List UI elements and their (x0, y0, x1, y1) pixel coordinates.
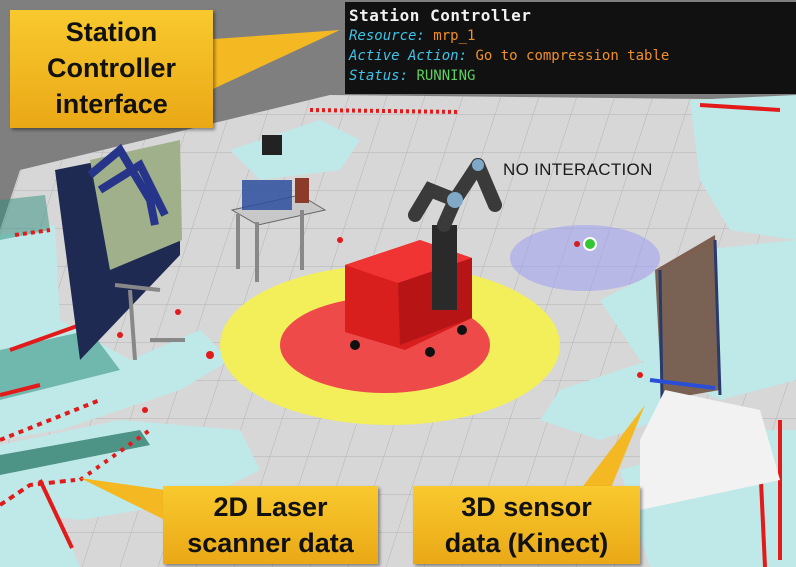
callout-pointer-sensor (580, 405, 645, 490)
target-goal-zone (510, 225, 660, 291)
hud-status-label: Status: (349, 68, 409, 84)
mobile-robot (345, 158, 502, 357)
hud-status-value: RUNNING (416, 68, 476, 84)
hud-title: Station Controller (349, 6, 532, 25)
hud-action-row: Active Action: Go to compression table (349, 46, 796, 66)
callout-line: scanner data (187, 528, 354, 558)
callout-3d-sensor: 3D sensor data (Kinect) (413, 486, 640, 564)
station-controller-hud: Station Controller Resource: mrp_1 Activ… (345, 2, 796, 94)
callout-station-controller: Station Controller interface (10, 10, 213, 128)
no-interaction-label: NO INTERACTION (503, 160, 653, 179)
callout-pointer-controller (200, 30, 340, 95)
right-station (640, 235, 780, 510)
callout-line: Controller (46, 53, 176, 83)
hud-status-row: Status: RUNNING (349, 66, 796, 86)
callout-pointer-laser (80, 478, 165, 520)
callout-laser-scanner: 2D Laser scanner data (163, 486, 378, 564)
callout-line: interface (55, 89, 168, 119)
callout-line: 2D Laser (213, 492, 328, 522)
callout-line: data (Kinect) (444, 528, 609, 558)
hud-resource-row: Resource: mrp_1 (349, 26, 796, 46)
goal-marker (583, 237, 597, 251)
hud-action-label: Active Action: (349, 48, 468, 64)
hud-resource-value: mrp_1 (433, 28, 476, 44)
callout-line: 3D sensor (461, 492, 592, 522)
hud-action-value: Go to compression table (475, 48, 670, 64)
callout-line: Station (65, 17, 158, 47)
workbench (230, 135, 327, 282)
wall-robot-arm (87, 143, 169, 226)
tool-stand (114, 283, 185, 361)
hud-resource-label: Resource: (349, 28, 425, 44)
